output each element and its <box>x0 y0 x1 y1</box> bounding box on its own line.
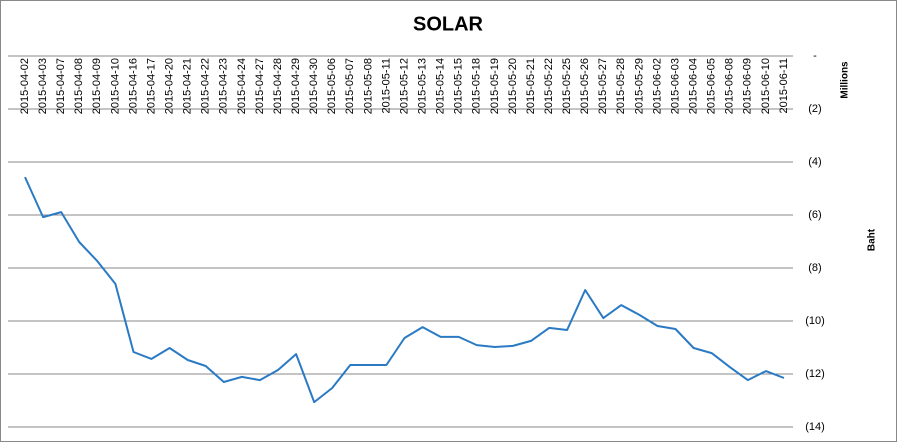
x-tick-label: 2015-05-28 <box>615 58 627 114</box>
x-tick-label: 2015-06-09 <box>742 58 754 114</box>
x-tick-label: 2015-06-10 <box>760 58 772 114</box>
y-tick-label: (10) <box>805 315 825 327</box>
x-tick-label: 2015-04-28 <box>272 58 284 114</box>
y-tick-label: - <box>813 50 817 62</box>
x-tick-label: 2015-05-13 <box>416 58 428 114</box>
x-tick-label: 2015-04-22 <box>200 58 212 114</box>
y-axis-label: Baht <box>867 228 878 251</box>
x-tick-label: 2015-04-16 <box>127 58 139 114</box>
x-tick-label: 2015-04-24 <box>236 58 248 114</box>
x-tick-label: 2015-06-03 <box>669 58 681 114</box>
x-tick-label: 2015-04-17 <box>145 58 157 114</box>
x-tick-label: 2015-04-23 <box>218 58 230 114</box>
x-tick-label: 2015-05-19 <box>489 58 501 114</box>
chart-title: SOLAR <box>413 13 484 35</box>
x-tick-label: 2015-04-21 <box>182 58 194 114</box>
y-tick-label: (8) <box>808 262 821 274</box>
x-tick-label: 2015-05-14 <box>435 58 447 114</box>
x-tick-label: 2015-05-12 <box>398 58 410 114</box>
x-tick-label: 2015-04-02 <box>19 58 31 114</box>
x-tick-label: 2015-04-30 <box>308 58 320 114</box>
x-tick-label: 2015-06-05 <box>706 58 718 114</box>
x-tick-label: 2015-05-29 <box>633 58 645 114</box>
x-tick-label: 2015-05-21 <box>525 58 537 114</box>
x-tick-label: 2015-05-20 <box>507 58 519 114</box>
x-tick-label: 2015-04-29 <box>290 58 302 114</box>
x-tick-label: 2015-04-03 <box>37 58 49 114</box>
x-tick-label: 2015-04-09 <box>91 58 103 114</box>
y-tick-label: (14) <box>805 421 825 433</box>
x-tick-label: 2015-05-07 <box>344 58 356 114</box>
x-tick-label: 2015-06-11 <box>778 58 790 113</box>
y-tick-label: (6) <box>808 209 821 221</box>
x-tick-label: 2015-06-08 <box>724 58 736 114</box>
x-tick-label: 2015-04-10 <box>109 58 121 114</box>
data-line <box>24 176 785 404</box>
x-tick-label: 2015-05-11 <box>380 58 392 113</box>
x-tick-label: 2015-06-04 <box>688 58 700 114</box>
y-tick-label: (12) <box>805 368 825 380</box>
x-tick-label: 2015-05-26 <box>579 58 591 114</box>
x-tick-label: 2015-05-06 <box>326 58 338 114</box>
x-tick-label: 2015-05-22 <box>543 58 555 114</box>
y-axis-unit: Millions <box>840 61 851 99</box>
x-tick-label: 2015-04-07 <box>55 58 67 114</box>
y-tick-label: (4) <box>808 156 821 168</box>
x-tick-label: 2015-05-27 <box>597 58 609 114</box>
x-tick-label: 2015-04-08 <box>73 58 85 114</box>
x-tick-label: 2015-05-08 <box>362 58 374 114</box>
x-tick-label: 2015-05-15 <box>453 58 465 114</box>
x-tick-label: 2015-05-25 <box>561 58 573 114</box>
x-tick-label: 2015-06-02 <box>651 58 663 114</box>
x-tick-label: 2015-04-20 <box>163 58 175 114</box>
x-tick-label: 2015-04-27 <box>254 58 266 114</box>
x-tick-label: 2015-05-18 <box>471 58 483 114</box>
y-tick-label: (2) <box>808 103 821 115</box>
